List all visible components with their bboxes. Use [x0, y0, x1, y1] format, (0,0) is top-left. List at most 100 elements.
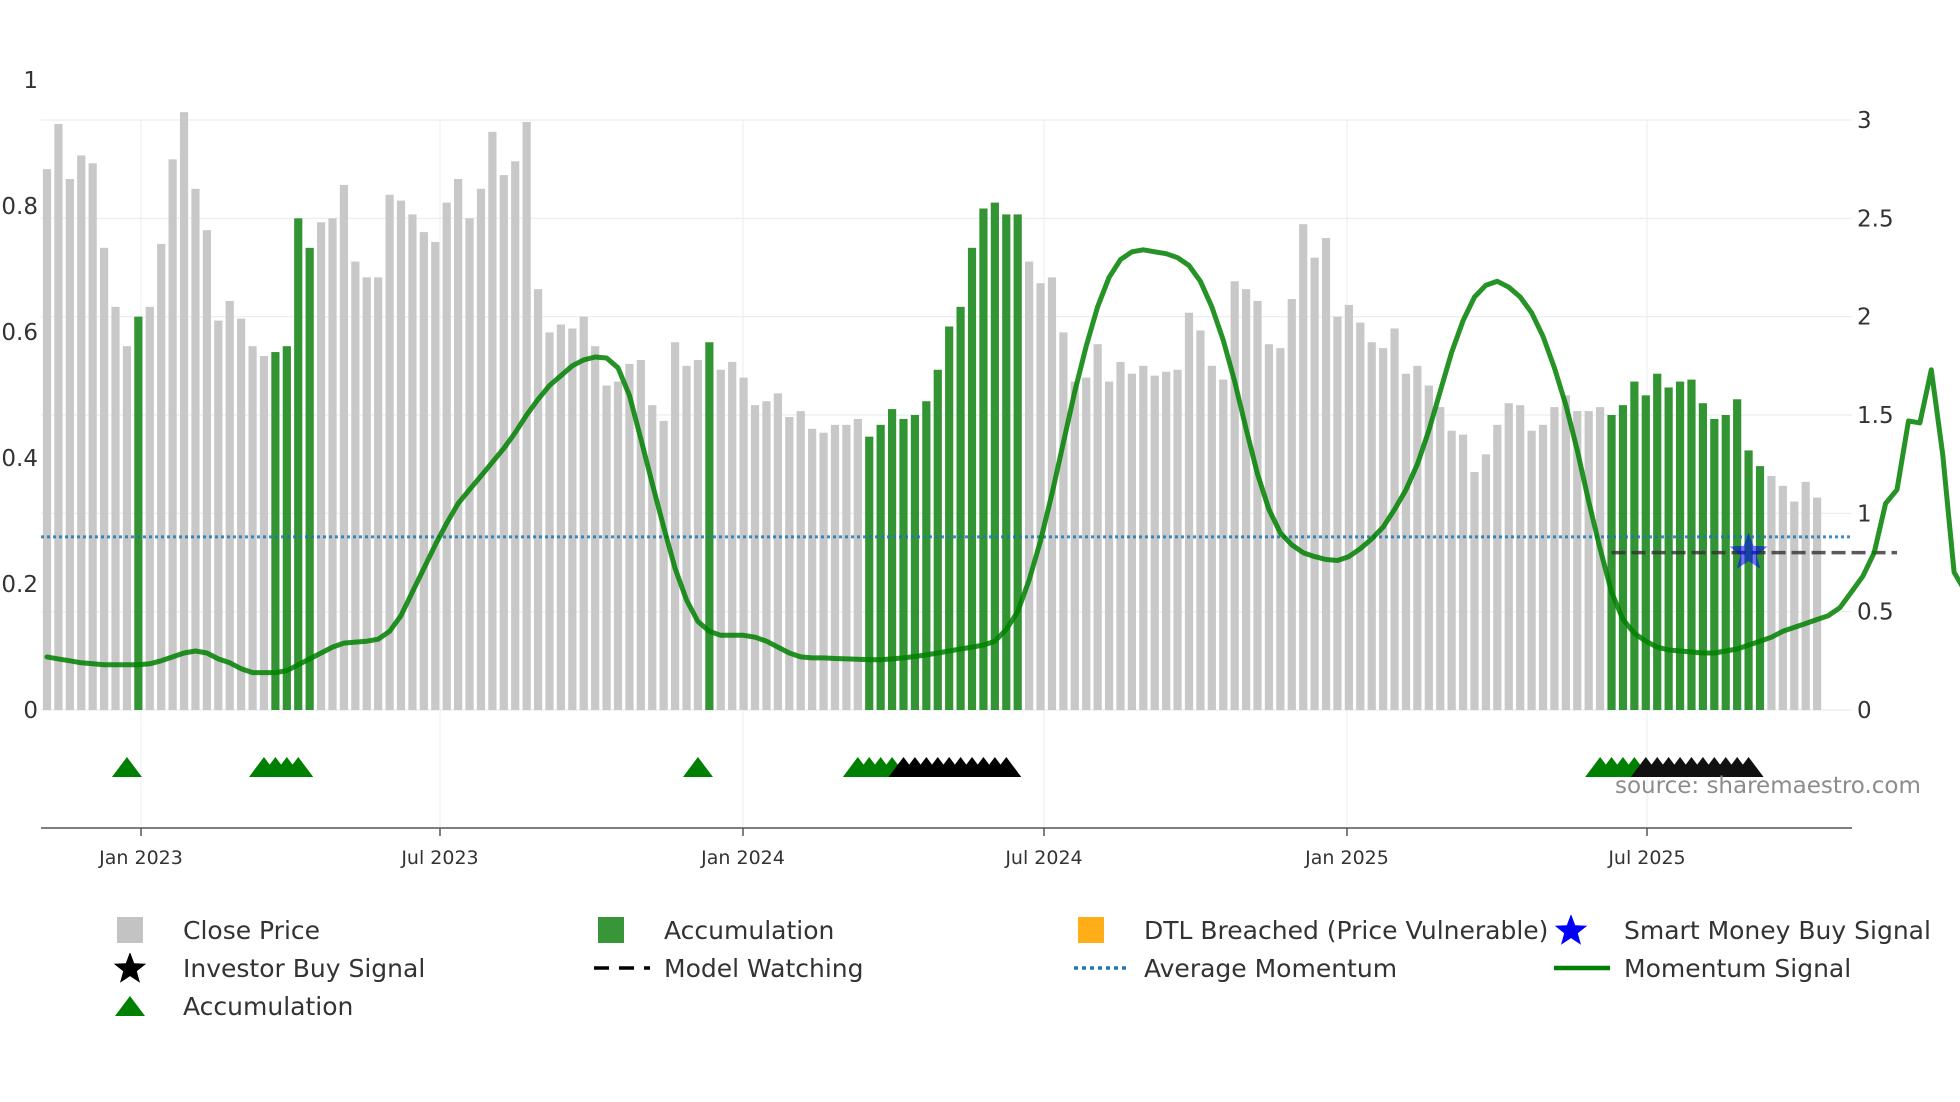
close-price-bar — [42, 169, 52, 710]
left-tick-label: 0.6 — [1, 320, 38, 346]
close-price-bar — [77, 155, 86, 710]
close-price-bar — [1401, 373, 1411, 710]
close-price-bar — [1790, 501, 1799, 710]
close-price-bar — [374, 277, 383, 710]
close-price-bar — [1321, 238, 1331, 710]
close-price-bar — [1778, 485, 1787, 710]
tick-labels: Jan 2023 Jul 2023 Jan 2024 Jul 2024 Jan 2025… — [1, 68, 1893, 869]
accumulation-bar — [705, 342, 714, 710]
accumulation-bar — [1653, 373, 1662, 710]
accumulation-bar — [294, 218, 303, 711]
smart-money-star — [1729, 532, 1768, 569]
accumulation-bar — [979, 208, 988, 710]
investor-buy-marker — [1733, 757, 1764, 777]
close-price-bar — [1264, 344, 1274, 710]
close-price-bar — [248, 346, 257, 710]
close-price-bar — [1573, 411, 1582, 710]
close-price-bar — [1219, 379, 1228, 710]
smart-money-buy-signal — [1729, 532, 1768, 569]
close-price-bar — [1230, 281, 1239, 710]
close-price-bar — [796, 411, 805, 710]
accumulation-bar — [956, 306, 965, 710]
accumulation-bar — [945, 326, 954, 710]
close-price-bar — [328, 218, 337, 711]
accumulation-bar — [1013, 214, 1022, 710]
close-price-bar — [100, 247, 109, 711]
accumulation-bar — [1710, 418, 1719, 710]
left-tick-label: 0.8 — [1, 194, 38, 220]
left-tick-label: 0.4 — [1, 446, 38, 472]
close-price-bar — [591, 346, 600, 710]
close-price-bar — [191, 188, 200, 711]
close-price-bar — [659, 420, 668, 710]
accumulation-bar — [305, 247, 314, 711]
close-price-bar — [65, 179, 74, 710]
close-price-bar — [454, 179, 463, 710]
close-price-bar — [545, 332, 554, 710]
right-tick-label: 0 — [1857, 698, 1872, 724]
accumulation-bar — [933, 369, 942, 710]
close-price-bar — [1093, 344, 1102, 710]
close-price-bar — [1139, 365, 1148, 710]
close-price-bar — [533, 289, 543, 710]
close-price-bar — [1436, 407, 1445, 710]
close-price-bar — [1481, 454, 1491, 710]
right-tick-label: 1 — [1857, 501, 1872, 527]
close-price-bar — [1036, 283, 1045, 710]
close-price-bar — [693, 359, 703, 710]
accumulation-bar — [1641, 395, 1650, 710]
x-tick-label: Jul 2023 — [400, 847, 478, 869]
left-tick-label: 1 — [23, 68, 38, 94]
close-price-bar — [145, 306, 154, 710]
right-tick-label: 3 — [1857, 108, 1872, 134]
accumulation-bar — [1002, 214, 1011, 710]
close-price-bar — [1344, 304, 1353, 710]
accumulation-bar — [1698, 403, 1707, 710]
close-price-bar — [853, 418, 862, 710]
close-price-bar — [431, 241, 440, 710]
close-price-bar — [556, 324, 565, 710]
close-price-bar — [1801, 481, 1810, 710]
close-price-bar — [339, 184, 349, 710]
accumulation-bar — [1630, 381, 1639, 710]
accumulation-bar — [1755, 466, 1765, 710]
right-tick-label: 2.5 — [1857, 206, 1894, 232]
close-price-bar — [1424, 385, 1433, 710]
x-tick-label: Jan 2024 — [700, 847, 785, 869]
close-price-bar — [819, 432, 828, 710]
close-price-bar — [157, 243, 166, 710]
accumulation-bar — [271, 352, 280, 710]
close-price-bar — [54, 123, 63, 710]
close-price-bar — [476, 188, 486, 711]
close-price-bar — [1458, 434, 1468, 710]
close-price-bar — [1253, 300, 1262, 710]
close-price-bar — [111, 306, 120, 710]
signal-markers — [111, 757, 1764, 777]
accumulation-marker — [682, 757, 713, 777]
close-price-bar — [1504, 403, 1513, 710]
left-tick-label: 0.2 — [1, 572, 38, 598]
close-price-bar — [808, 428, 817, 710]
close-price-bar — [1367, 342, 1376, 710]
close-price-bar — [1813, 497, 1822, 710]
close-price-bar — [1116, 361, 1125, 710]
accumulation-bar — [967, 247, 977, 711]
close-price-bar — [442, 202, 451, 710]
close-price-bar — [362, 277, 371, 710]
close-price-bar — [648, 405, 657, 710]
close-price-bar — [168, 159, 177, 711]
accumulation-bar — [865, 436, 874, 710]
close-price-bar — [1196, 330, 1205, 710]
momentum-signal-path — [44, 247, 1960, 676]
close-price-bar — [1299, 224, 1308, 710]
close-price-bar — [1333, 316, 1342, 710]
close-price-bar — [202, 230, 211, 710]
accumulation-marker — [111, 757, 142, 777]
axes — [41, 827, 1852, 836]
close-price-bar — [613, 381, 623, 710]
close-price-bar — [1242, 289, 1251, 710]
close-price-bar — [385, 194, 394, 710]
close-price-bar — [351, 261, 360, 710]
close-price-bar — [1310, 257, 1319, 710]
